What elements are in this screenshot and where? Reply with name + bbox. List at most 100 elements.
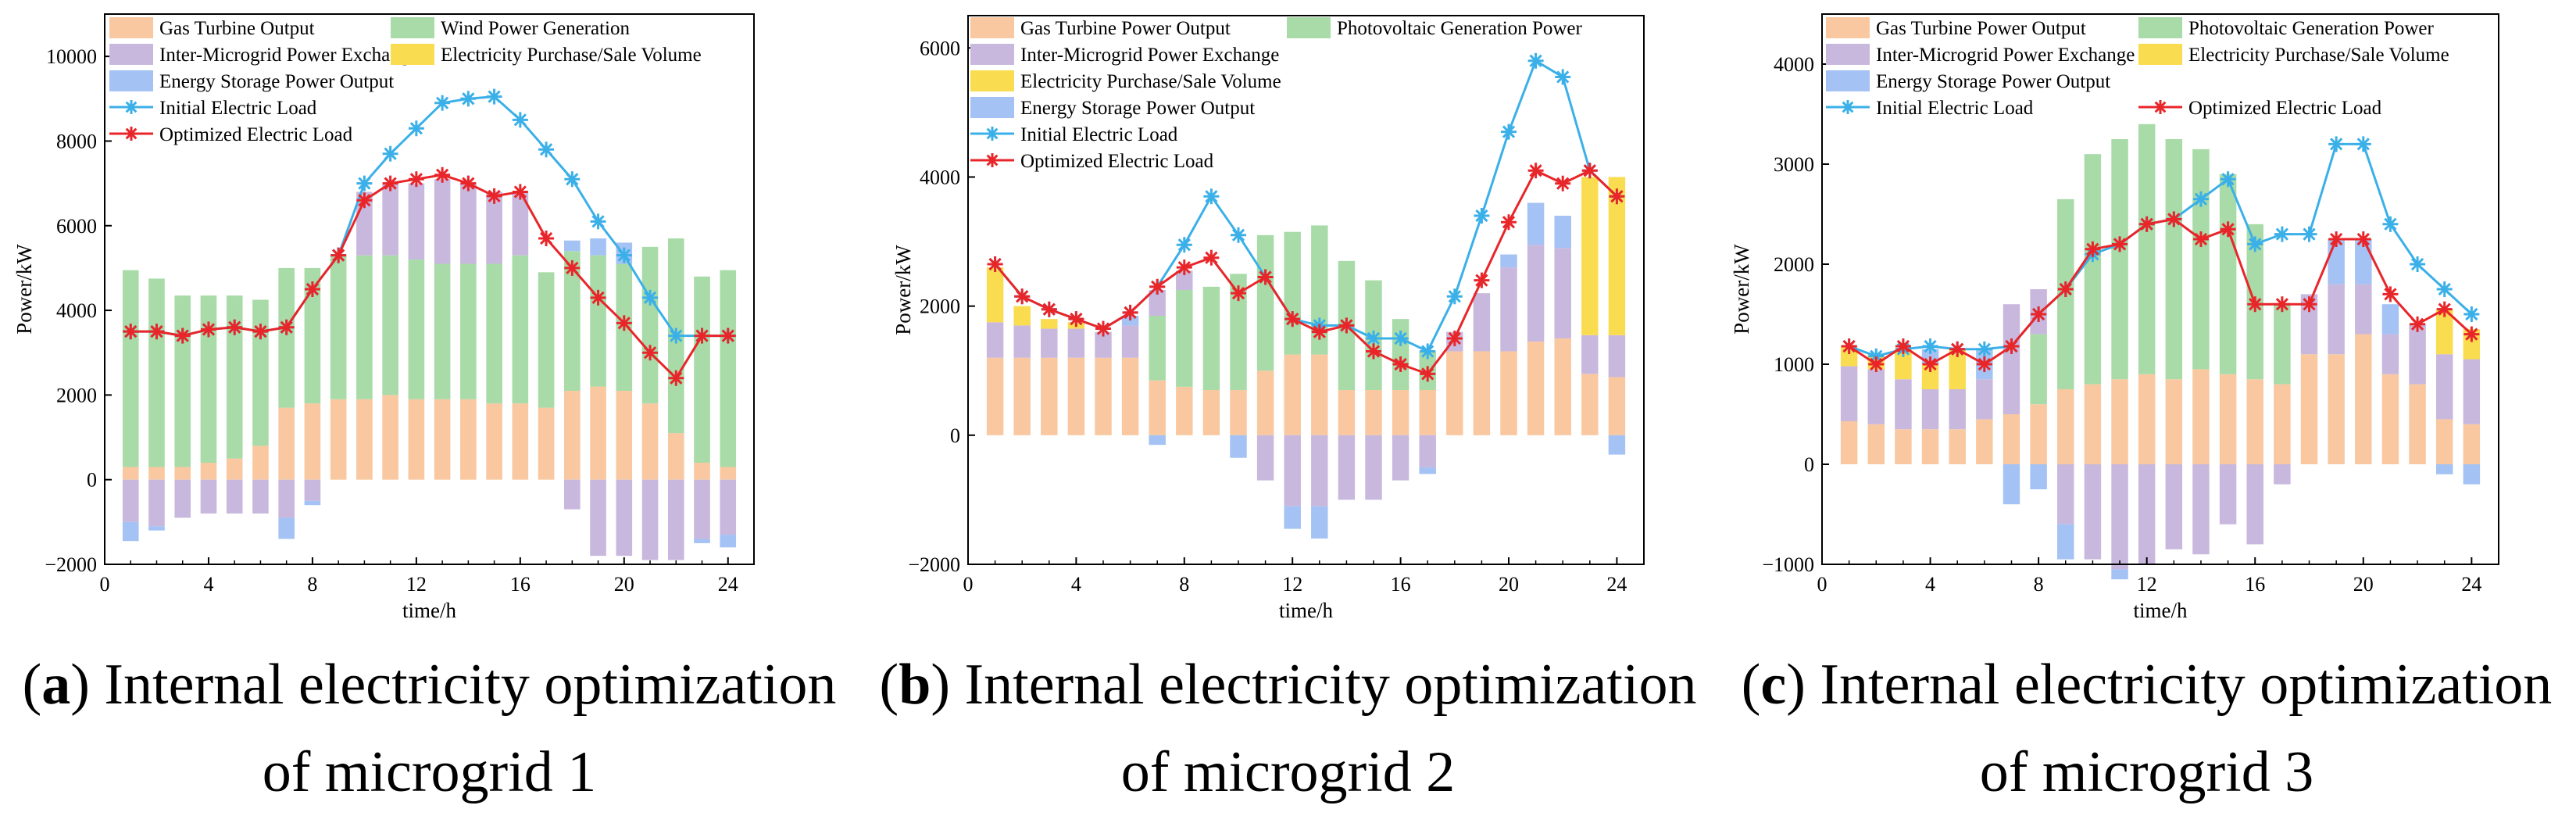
marker-optimized_line-2 (1014, 288, 1031, 305)
y-tick-label: 2000 (920, 295, 960, 318)
marker-optimized_line-4 (200, 321, 216, 338)
caption-letter-a: a (41, 653, 71, 717)
marker-optimized_line-4 (1068, 311, 1084, 327)
y-tick-label: 8000 (56, 130, 97, 152)
bar-exchange-17 (2274, 464, 2291, 485)
legend-label-gas: Gas Turbine Output (159, 18, 315, 39)
bar-renewable-13 (434, 263, 451, 399)
marker-optimized_line-5 (227, 319, 243, 335)
bar-renewable-16 (512, 255, 529, 404)
legend-label-renewable: Photovoltaic Generation Power (2188, 18, 2434, 39)
legend-item-optimized_line: Optimized Electric Load (109, 124, 353, 145)
bar-exchange-8 (1176, 270, 1193, 290)
legend-label-gas: Gas Turbine Power Output (1020, 18, 1231, 39)
caption-letter-b: b (899, 653, 931, 717)
marker-optimized_line-20 (1501, 214, 1517, 231)
bar-exchange-17 (1419, 435, 1436, 468)
legend-swatch-renewable (391, 17, 434, 38)
marker-optimized_line-1 (1841, 338, 1857, 354)
x-tick-label: 4 (203, 573, 213, 596)
bar-storage-21 (1527, 202, 1545, 245)
legend-swatch-gas (970, 17, 1014, 38)
x-tick-label: 12 (406, 573, 427, 596)
marker-optimized_line-1 (987, 256, 1003, 272)
bar-purchase-23 (2435, 309, 2453, 355)
marker-optimized_line-7 (2003, 338, 2020, 354)
marker-initial_line-19 (1474, 208, 1490, 224)
bar-renewable-9 (330, 255, 347, 399)
bar-storage-19 (590, 238, 606, 256)
bar-exchange-12 (408, 183, 425, 260)
bar-renewable-23 (694, 276, 710, 463)
marker-initial_line-21 (2382, 216, 2399, 232)
bar-renewable-16 (1392, 319, 1409, 391)
x-tick-label: 4 (1925, 573, 1935, 596)
legend-label-exchange: Inter-Microgrid Power Exchange (1876, 45, 2135, 66)
marker-optimized_line-14 (1338, 317, 1355, 334)
legend-item-gas: Gas Turbine Output (109, 17, 315, 39)
legend-label-storage: Energy Storage Power Output (1020, 98, 1255, 119)
bar-exchange-16 (1392, 435, 1409, 481)
bar-gas-16 (2246, 379, 2263, 464)
x-tick-label: 24 (2461, 573, 2481, 596)
bar-exchange-19 (590, 479, 606, 557)
marker-optimized_line-14 (2192, 231, 2209, 247)
legend-label-optimized_line: Optimized Electric Load (1020, 151, 1214, 172)
bar-renewable-11 (2111, 139, 2128, 380)
bar-exchange-2 (148, 479, 165, 527)
bar-exchange-11 (382, 183, 398, 256)
bar-gas-18 (564, 390, 581, 480)
bar-renewable-17 (538, 272, 555, 408)
bar-purchase-24 (2463, 329, 2481, 360)
bar-gas-12 (1284, 354, 1301, 435)
legend-swatch-renewable (2138, 17, 2182, 38)
bar-storage-20 (1500, 254, 1517, 268)
marker-optimized_line-23 (694, 327, 710, 344)
marker-initial_line-23 (2436, 281, 2453, 297)
bar-purchase-5 (1949, 349, 1966, 389)
marker-initial_line-16 (1392, 330, 1409, 346)
legend-item-exchange: Inter-Microgrid Power Exchange (109, 44, 418, 66)
bar-gas-2 (1867, 424, 1885, 464)
marker-initial_line-17 (2274, 226, 2290, 242)
bar-exchange-9 (2057, 464, 2074, 524)
y-tick-label: 4000 (56, 299, 97, 322)
legend: Gas Turbine Output Wind Power Generation I… (109, 17, 702, 145)
y-tick-label: −2000 (45, 553, 97, 576)
bar-storage-8 (2030, 464, 2047, 489)
bar-gas-5 (1949, 429, 1966, 464)
bar-gas-23 (1581, 374, 1599, 435)
legend-item-gas: Gas Turbine Power Output (1826, 17, 2086, 39)
x-tick-label: 0 (963, 573, 974, 596)
marker-initial_line-21 (1527, 52, 1544, 69)
x-tick-label: 12 (1282, 573, 1302, 596)
y-tick-label: 3000 (1774, 153, 1814, 176)
marker-optimized_line-11 (382, 175, 398, 191)
legend: Gas Turbine Power Output Photovoltaic Gen… (970, 17, 1582, 172)
x-tick-label: 16 (2245, 573, 2265, 596)
bar-exchange-7 (278, 479, 295, 518)
legend-item-gas: Gas Turbine Power Output (970, 17, 1231, 39)
bar-gas-12 (408, 399, 425, 480)
bar-gas-13 (2165, 379, 2183, 464)
bar-storage-10 (1230, 435, 1247, 458)
legend-marker-initial_line (985, 127, 999, 141)
bar-storage-17 (1419, 467, 1436, 474)
marker-optimized_line-21 (642, 345, 659, 361)
bar-renewable-5 (226, 295, 243, 459)
marker-optimized_line-4 (1922, 356, 1938, 372)
bar-exchange-2 (1867, 369, 1885, 424)
marker-optimized_line-17 (538, 231, 555, 247)
bar-gas-14 (2192, 369, 2210, 464)
bar-gas-22 (667, 433, 684, 480)
marker-optimized_line-1 (123, 324, 139, 340)
marker-optimized_line-16 (512, 184, 528, 200)
bar-renewable-12 (1284, 231, 1301, 355)
bar-storage-7 (2003, 464, 2020, 505)
legend-swatch-purchase (391, 44, 434, 65)
bar-renewable-3 (174, 295, 191, 467)
bar-gas-15 (1365, 390, 1382, 435)
bar-gas-4 (1067, 357, 1085, 435)
marker-initial_line-18 (564, 171, 581, 188)
bar-gas-14 (460, 399, 477, 480)
